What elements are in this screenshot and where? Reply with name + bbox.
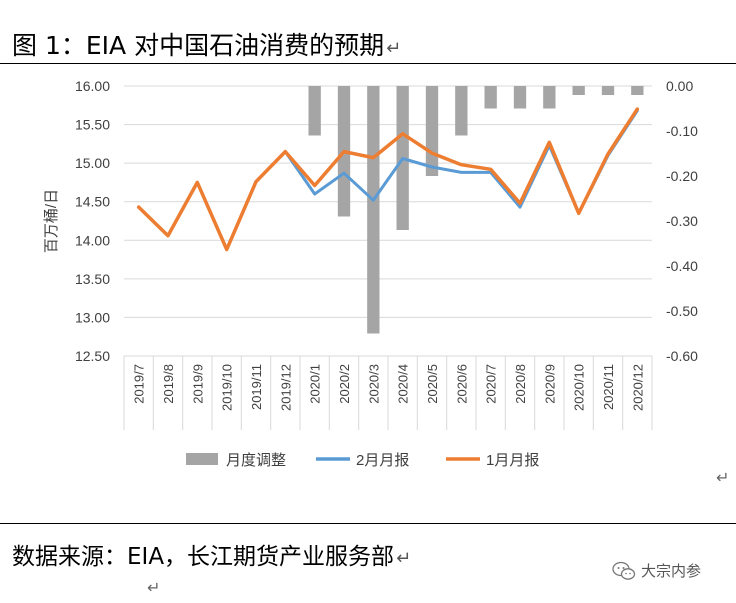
legend-label: 2月月报 (356, 452, 409, 469)
bottom-return-mark: ↵ (147, 578, 161, 597)
x-tick-label: 2019/12 (278, 364, 293, 411)
y2-tick-label: 0.00 (666, 78, 693, 94)
adjustment-bar (543, 86, 556, 109)
legend-label: 月度调整 (226, 452, 286, 469)
title-return-mark: ↵ (386, 38, 402, 59)
series-line-feb-report (137, 109, 639, 251)
axis-layer: 16.00 15.50 15.00 14.50 14.00 13.50 13.00 12.50… (43, 78, 698, 411)
chart: 16.00 15.50 15.00 14.50 14.00 13.50 13.00 12.50… (43, 78, 698, 469)
adjustment-bar (572, 86, 585, 95)
x-tick-label: 2020/12 (630, 364, 645, 411)
adjustment-bar (308, 86, 321, 136)
line-layer (136, 107, 640, 252)
legend-layer: 月度调整 2月月报 1月月报 (186, 452, 539, 469)
y2-tick-label: -0.60 (666, 348, 698, 364)
x-tick-label: 2020/5 (425, 364, 440, 404)
x-tick-label: 2020/3 (366, 364, 381, 404)
bar-layer (308, 86, 644, 334)
y-tick-label: 15.00 (75, 155, 110, 171)
adjustment-bar (484, 86, 497, 109)
wechat-icon (612, 561, 636, 580)
x-tick-label: 2019/7 (132, 364, 147, 404)
x-tick-label: 2020/10 (572, 364, 587, 411)
series-line-jan-report (136, 107, 640, 252)
y2-tick-label: -0.10 (666, 123, 698, 139)
x-tick-label: 2020/4 (396, 364, 411, 404)
y-tick-label: 16.00 (75, 78, 110, 94)
x-tick-label: 2020/2 (337, 364, 352, 404)
x-tick-label: 2020/1 (308, 364, 323, 404)
y2-tick-label: -0.20 (666, 168, 698, 184)
y-tick-label: 14.00 (75, 232, 110, 248)
watermark-label: 大宗内参 (641, 562, 702, 580)
y2-tick-label: -0.50 (666, 303, 698, 319)
adjustment-bar (513, 86, 527, 109)
legend-swatch-bar (186, 453, 218, 465)
x-tick-label: 2019/8 (161, 364, 176, 404)
source-return-mark: ↵ (396, 548, 412, 569)
x-tick-label: 2019/9 (190, 364, 205, 404)
x-tick-label: 2020/11 (601, 364, 616, 410)
figure-title-text: 图 1：EIA 对中国石油消费的预期 (12, 31, 385, 60)
x-tick-label: 2020/8 (513, 364, 528, 404)
y-tick-label: 15.50 (75, 117, 110, 133)
source-note: 数据来源：EIA，长江期货产业服务部 ↵ (12, 537, 411, 571)
y2-tick-label: -0.30 (666, 213, 698, 229)
x-tick-label: 2020/7 (484, 364, 499, 404)
legend-label: 1月月报 (486, 452, 539, 469)
x-tick-label: 2020/9 (542, 364, 557, 404)
y-axis-title: 百万桶/日 (43, 189, 60, 253)
x-tick-label: 2020/6 (454, 364, 469, 404)
x-tick-label: 2019/11 (249, 364, 264, 410)
y-tick-label: 13.00 (75, 309, 110, 325)
top-rule (0, 63, 736, 64)
x-tick-label: 2019/10 (220, 364, 235, 411)
adjustment-bar (425, 86, 439, 176)
watermark: 大宗内参 (612, 560, 701, 581)
adjustment-bar (601, 86, 615, 95)
right-return-mark: ↵ (716, 468, 730, 487)
y-tick-label: 12.50 (75, 348, 110, 364)
adjustment-bar (455, 86, 468, 136)
bottom-rule (0, 523, 736, 524)
figure-title: 图 1：EIA 对中国石油消费的预期 ↵ (12, 26, 401, 62)
adjustment-bar (367, 86, 380, 334)
grid-layer (123, 85, 653, 430)
y-tick-label: 13.50 (75, 271, 110, 287)
source-text: 数据来源：EIA，长江期货产业服务部 (12, 544, 395, 570)
y-tick-label: 14.50 (75, 194, 110, 210)
y2-tick-label: -0.40 (666, 258, 698, 274)
adjustment-bar (631, 86, 644, 95)
